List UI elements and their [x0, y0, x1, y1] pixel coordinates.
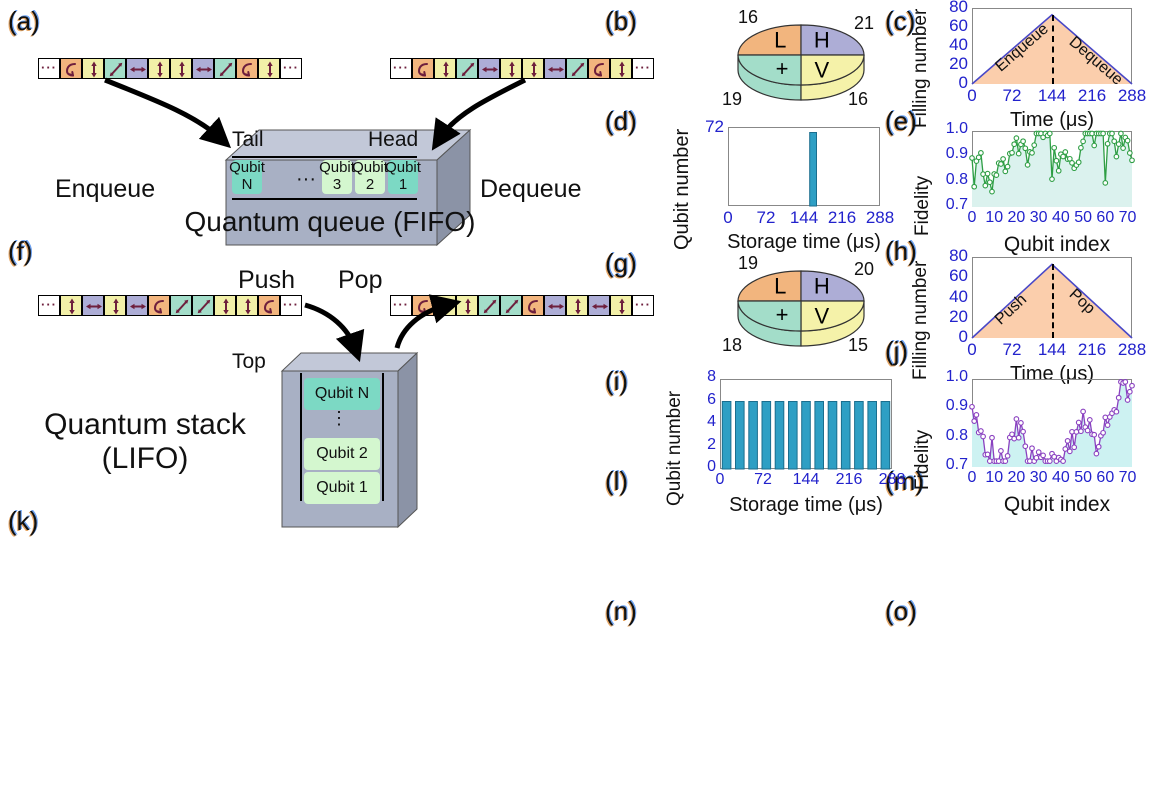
svg-text:+: +	[776, 302, 789, 327]
svg-text:+: +	[776, 56, 789, 81]
svg-text:V: V	[814, 57, 829, 82]
svg-text:H: H	[814, 273, 830, 298]
svg-text:L: L	[774, 273, 786, 298]
svg-text:H: H	[814, 27, 830, 52]
svg-text:V: V	[814, 303, 829, 328]
svg-text:L: L	[774, 27, 786, 52]
